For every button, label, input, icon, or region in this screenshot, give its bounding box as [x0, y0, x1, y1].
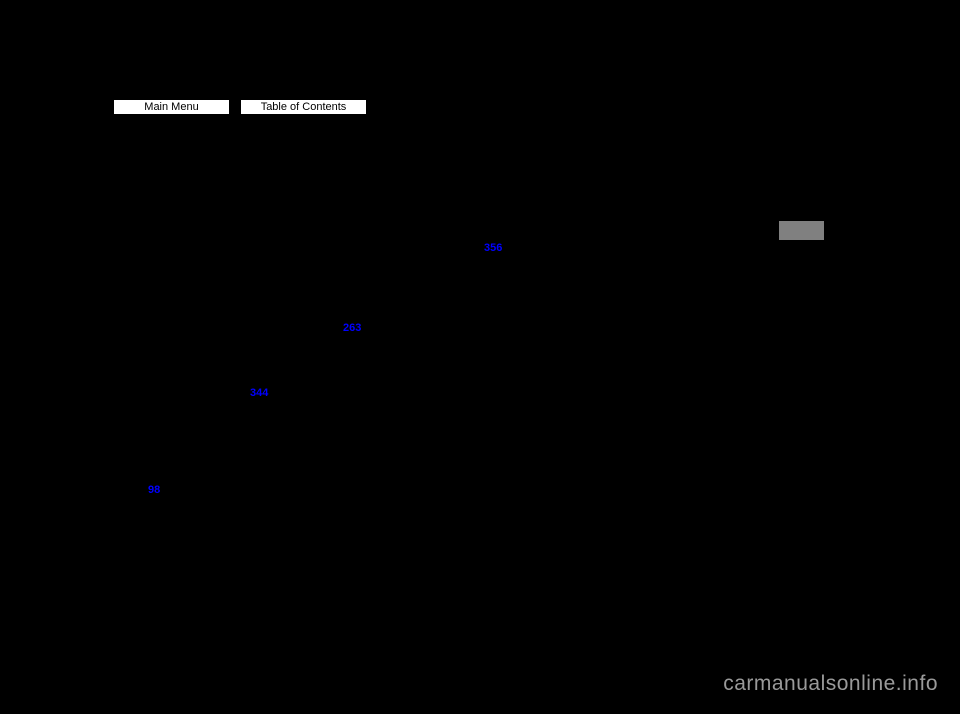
section-indicator	[779, 221, 824, 240]
page-link-356[interactable]: 356	[484, 242, 502, 254]
main-menu-button[interactable]: Main Menu	[113, 99, 230, 115]
table-of-contents-button[interactable]: Table of Contents	[240, 99, 367, 115]
page-link-263[interactable]: 263	[343, 322, 361, 334]
watermark-text: carmanualsonline.info	[723, 672, 938, 696]
page-link-98[interactable]: 98	[148, 484, 160, 496]
page-link-344[interactable]: 344	[250, 387, 268, 399]
